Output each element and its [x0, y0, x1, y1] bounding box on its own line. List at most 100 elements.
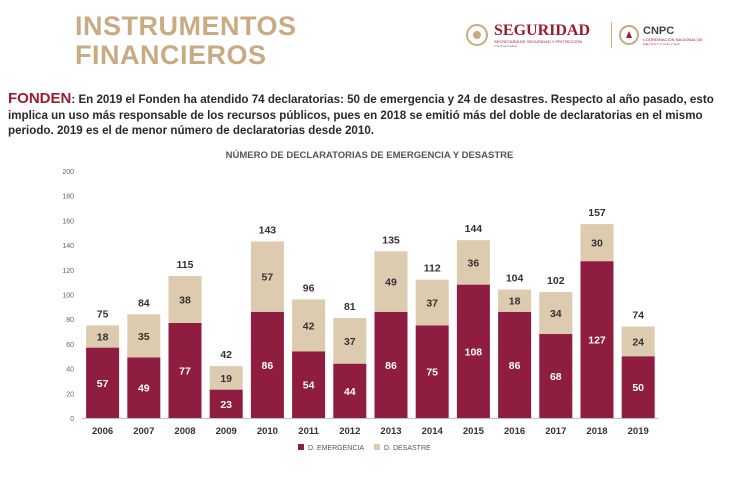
x-tick-label: 2013 — [380, 426, 401, 437]
bar-emergencia — [86, 347, 120, 418]
slide-title-line-2: FINANCIEROS — [75, 40, 267, 70]
x-tick-label: 2017 — [545, 426, 566, 437]
bar-desastre — [292, 299, 326, 352]
bar-emergencia — [539, 334, 573, 418]
total-value-label: 81 — [344, 301, 356, 313]
legend-emergencia-swatch — [298, 444, 304, 450]
emergencia-value-label: 49 — [138, 383, 150, 395]
bar-desastre — [621, 326, 655, 357]
bar-emergencia — [498, 311, 532, 418]
x-tick-label: 2016 — [504, 426, 525, 437]
desastre-value-label: 24 — [632, 336, 644, 348]
y-tick-label: 160 — [62, 218, 74, 225]
seguridad-logo-name: SEGURIDAD — [494, 22, 591, 39]
total-value-label: 42 — [220, 349, 232, 361]
bar-desastre — [168, 275, 202, 323]
bar-desastre — [456, 240, 490, 285]
x-tick-label: 2006 — [92, 426, 113, 437]
emergencia-value-label: 77 — [179, 365, 191, 377]
paragraph-text: En 2019 el Fonden ha atendido 74 declara… — [8, 93, 714, 137]
emergencia-value-label: 127 — [588, 335, 606, 347]
total-value-label: 102 — [547, 275, 565, 287]
desastre-value-label: 42 — [303, 320, 315, 332]
bar-desastre — [498, 289, 532, 312]
total-value-label: 157 — [588, 207, 606, 219]
total-value-label: 74 — [632, 310, 644, 322]
emergencia-value-label: 75 — [426, 367, 438, 379]
desastre-value-label: 18 — [509, 296, 521, 308]
x-tick-label: 2015 — [463, 426, 485, 437]
total-value-label: 115 — [177, 259, 194, 271]
bar-emergencia — [456, 284, 490, 418]
legend-emergencia-label: D. EMERGENCIA — [308, 445, 364, 452]
logo-group: SEGURIDAD SECRETARÍA DE SEGURIDAD Y PROT… — [466, 20, 703, 50]
y-tick-label: 140 — [62, 243, 74, 250]
total-value-label: 112 — [424, 263, 441, 275]
bar-desastre — [374, 251, 408, 312]
x-tick-label: 2018 — [586, 426, 607, 437]
emergencia-value-label: 57 — [97, 378, 109, 390]
x-tick-label: 2009 — [216, 426, 237, 437]
total-value-label: 135 — [382, 234, 400, 246]
emergencia-value-label: 86 — [509, 360, 521, 372]
legend-desastre-label: D. DESASTRE — [384, 445, 431, 452]
bar-emergencia — [209, 389, 243, 418]
bar-desastre — [127, 314, 161, 358]
desastre-value-label: 37 — [426, 298, 438, 310]
desastre-value-label: 57 — [262, 272, 274, 284]
seguridad-logo-subtitle: SECRETARÍA DE SEGURIDAD Y PROTECCIÓN CIU… — [494, 39, 583, 47]
desastre-value-label: 38 — [179, 294, 191, 306]
chart-title: NÚMERO DE DECLARATORIAS DE EMERGENCIA Y … — [226, 149, 514, 161]
paragraph-separator: : — [71, 93, 76, 106]
bar-desastre — [86, 325, 120, 348]
y-tick-label: 60 — [66, 342, 74, 349]
y-tick-label: 200 — [62, 169, 74, 176]
bar-emergencia — [127, 357, 161, 418]
y-tick-label: 80 — [66, 317, 74, 324]
x-tick-label: 2014 — [422, 426, 444, 437]
x-tick-label: 2010 — [257, 426, 278, 437]
cnpc-logo-subtitle: COORDINACIÓN NACIONAL DE PROTECCIÓN CIVI… — [643, 37, 703, 45]
desastre-value-label: 30 — [591, 238, 603, 250]
total-value-label: 96 — [303, 282, 315, 294]
emergencia-value-label: 23 — [220, 399, 232, 411]
cnpc-logo: CNPC COORDINACIÓN NACIONAL DE PROTECCIÓN… — [643, 25, 703, 45]
y-tick-label: 40 — [66, 367, 74, 374]
total-value-label: 75 — [97, 308, 109, 320]
y-tick-label: 0 — [70, 416, 74, 423]
seguridad-seal-icon — [466, 24, 488, 46]
desastre-value-label: 18 — [97, 331, 109, 343]
cnpc-seal-icon — [619, 25, 639, 45]
desastre-value-label: 49 — [385, 277, 397, 289]
bar-emergencia — [333, 363, 367, 418]
emergencia-value-label: 108 — [465, 346, 483, 358]
logo-divider — [611, 22, 612, 48]
desastre-value-label: 36 — [468, 257, 480, 269]
emergencia-value-label: 68 — [550, 371, 562, 383]
desastre-value-label: 34 — [550, 308, 562, 320]
bar-emergencia — [621, 356, 655, 418]
total-value-label: 104 — [506, 273, 524, 285]
desastre-value-label: 19 — [220, 373, 232, 385]
emergencia-value-label: 50 — [632, 382, 644, 394]
x-tick-label: 2008 — [174, 426, 195, 437]
bar-desastre — [539, 292, 573, 335]
emergencia-value-label: 86 — [262, 360, 274, 372]
bar-desastre — [250, 241, 284, 312]
bar-emergencia — [374, 311, 408, 418]
bar-desastre — [415, 279, 449, 326]
y-tick-label: 100 — [62, 293, 74, 300]
slide-title-line-1: INSTRUMENTOS — [75, 11, 297, 41]
bar-desastre — [209, 366, 243, 390]
total-value-label: 144 — [465, 223, 483, 235]
summary-paragraph: FONDEN: En 2019 el Fonden ha atendido 74… — [8, 91, 734, 139]
total-value-label: 143 — [259, 224, 277, 236]
x-tick-label: 2007 — [133, 426, 154, 437]
x-tick-label: 2011 — [298, 426, 319, 437]
slide-title: INSTRUMENTOS FINANCIEROS — [75, 12, 297, 70]
legend-desastre-swatch — [374, 444, 380, 450]
y-tick-label: 120 — [62, 268, 74, 275]
y-tick-label: 180 — [62, 194, 74, 201]
emergencia-value-label: 44 — [344, 386, 356, 398]
